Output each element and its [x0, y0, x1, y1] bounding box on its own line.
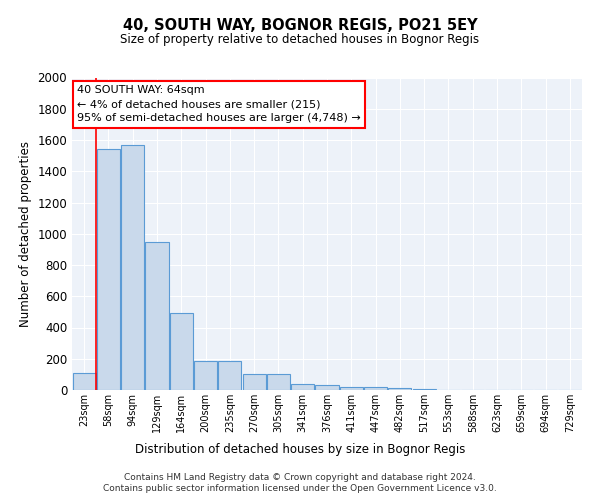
Text: Contains public sector information licensed under the Open Government Licence v3: Contains public sector information licen… [103, 484, 497, 493]
Bar [170, 314, 193, 390]
Bar [121, 144, 144, 390]
Bar [194, 361, 217, 390]
Text: Size of property relative to detached houses in Bognor Regis: Size of property relative to detached ho… [121, 32, 479, 46]
Text: 40, SOUTH WAY, BOGNOR REGIS, PO21 5EY: 40, SOUTH WAY, BOGNOR REGIS, PO21 5EY [122, 18, 478, 32]
Bar [340, 387, 363, 390]
Y-axis label: Number of detached properties: Number of detached properties [19, 141, 32, 327]
Text: 40 SOUTH WAY: 64sqm
← 4% of detached houses are smaller (215)
95% of semi-detach: 40 SOUTH WAY: 64sqm ← 4% of detached hou… [77, 86, 361, 124]
Bar [145, 242, 169, 390]
Bar [218, 361, 241, 390]
Bar [291, 384, 314, 390]
Text: Distribution of detached houses by size in Bognor Regis: Distribution of detached houses by size … [135, 442, 465, 456]
Bar [242, 374, 266, 390]
Bar [267, 374, 290, 390]
Bar [97, 150, 120, 390]
Bar [364, 387, 387, 390]
Bar [316, 386, 338, 390]
Text: Contains HM Land Registry data © Crown copyright and database right 2024.: Contains HM Land Registry data © Crown c… [124, 472, 476, 482]
Bar [413, 389, 436, 390]
Bar [388, 388, 412, 390]
Bar [73, 373, 95, 390]
